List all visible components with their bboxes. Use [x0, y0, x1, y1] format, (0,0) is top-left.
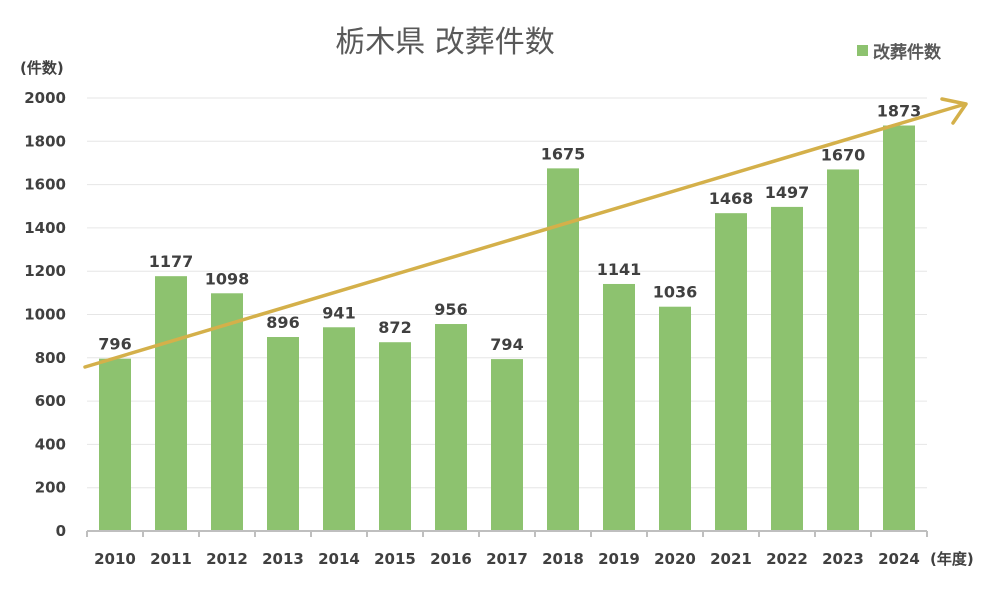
bar-2012: [211, 293, 243, 531]
data-label-2024: 1873: [877, 101, 922, 120]
data-label-2022: 1497: [765, 183, 810, 202]
data-label-2016: 956: [434, 300, 467, 319]
x-tick-label: 2013: [262, 550, 304, 568]
bar-2020: [659, 306, 691, 531]
bar-2024: [883, 125, 915, 532]
y-tick-label: 1600: [24, 176, 66, 194]
x-tick-label: 2016: [430, 550, 472, 568]
trend-arrow-line: [83, 103, 964, 369]
y-tick-label: 600: [35, 392, 66, 410]
data-label-2020: 1036: [653, 283, 698, 302]
x-tick-label: 2014: [318, 550, 360, 568]
y-tick-label: 800: [35, 349, 66, 367]
y-tick-label: 1200: [24, 262, 66, 280]
data-label-2018: 1675: [541, 144, 586, 163]
data-label-2014: 941: [322, 303, 355, 322]
x-tick-label: 2023: [822, 550, 864, 568]
data-label-2011: 1177: [149, 252, 194, 271]
bar-2021: [715, 213, 747, 532]
chart-title: 栃木県 改葬件数: [335, 25, 555, 60]
legend-label: 改葬件数: [873, 42, 942, 63]
bar-2015: [379, 342, 411, 531]
x-tick-label: 2020: [654, 550, 696, 568]
bar-2016: [435, 324, 467, 531]
bar-2017: [491, 359, 523, 531]
y-tick-label: 1000: [24, 306, 66, 324]
y-tick-label: 0: [56, 522, 66, 540]
trend-arrow-head-icon: [940, 97, 968, 125]
y-tick-label: 200: [35, 479, 66, 497]
data-label-2015: 872: [378, 318, 411, 337]
x-tick-label: 2021: [710, 550, 752, 568]
x-tick-label: 2019: [598, 550, 640, 568]
y-tick-label: 1800: [24, 132, 66, 150]
data-label-2013: 896: [266, 313, 299, 332]
y-axis-label: (件数): [20, 59, 64, 77]
x-tick-label: 2017: [486, 550, 528, 568]
x-tick-label: 2010: [94, 550, 136, 568]
x-tick-label: 2022: [766, 550, 808, 568]
data-label-2010: 796: [98, 335, 131, 354]
bar-2013: [267, 337, 299, 531]
y-tick-label: 400: [35, 435, 66, 453]
bar-2014: [323, 327, 355, 531]
x-tick-label: 2015: [374, 550, 416, 568]
x-axis-label: (年度): [930, 550, 974, 568]
bar-2011: [155, 276, 187, 531]
data-label-2017: 794: [490, 335, 523, 354]
data-label-2021: 1468: [709, 189, 754, 208]
y-tick-label: 2000: [24, 89, 66, 107]
x-tick-label: 2024: [878, 550, 920, 568]
x-tick-label: 2018: [542, 550, 584, 568]
y-tick-label: 1400: [24, 219, 66, 237]
data-label-2023: 1670: [821, 145, 866, 164]
bar-2022: [771, 206, 803, 531]
bar-2019: [603, 283, 635, 531]
data-label-2019: 1141: [597, 260, 642, 279]
x-tick-label: 2012: [206, 550, 248, 568]
legend-swatch: [857, 45, 868, 56]
x-tick-label: 2011: [150, 550, 192, 568]
data-label-2012: 1098: [205, 269, 250, 288]
bar-2023: [827, 169, 859, 531]
bar-2010: [99, 358, 131, 531]
